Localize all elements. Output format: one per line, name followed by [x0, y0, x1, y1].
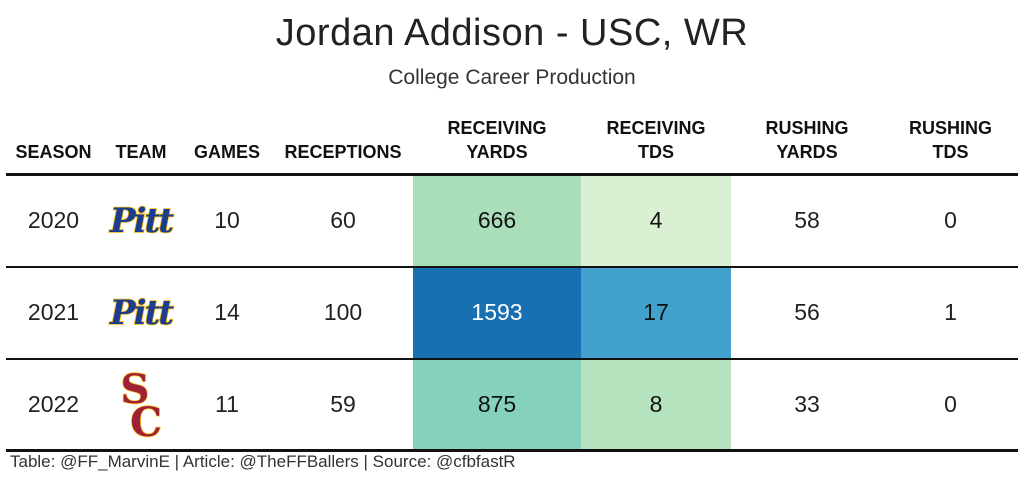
- cell-rec-yds: 666: [413, 174, 581, 267]
- cell-receptions: 59: [330, 390, 356, 417]
- table-row: 2021 Pitt 14 100 1593 17 56 1: [6, 266, 1018, 359]
- column-header-games: GAMES: [193, 142, 260, 162]
- column-header-season: SEASON: [15, 142, 92, 162]
- table-row: 2022 S C 11 59 875 8 33 0: [6, 358, 1018, 451]
- cell-games: 11: [215, 390, 239, 417]
- chart-subtitle: College Career Production: [388, 66, 636, 89]
- usc-logo: SC: [120, 368, 163, 440]
- column-header-rush-yds: RUSHING YARDS: [765, 118, 849, 162]
- cell-rec-tds: 4: [581, 174, 731, 267]
- career-stats-table: SEASON TEAM GAMES RECEPTIONS RECEIVING YARDS R…: [6, 106, 1018, 452]
- column-header-team: TEAM: [115, 142, 167, 162]
- cell-rec-yds: 1593: [413, 266, 581, 359]
- svg-text:Pitt: Pitt: [109, 201, 174, 241]
- svg-text:S: S: [121, 368, 150, 413]
- pitt-logo: Pitt: [108, 293, 177, 333]
- column-header-rec-yds: RECEIVING YARDS: [447, 118, 547, 162]
- source-footer: Table: @FF_MarvinE | Article: @TheFFBall…: [10, 452, 516, 471]
- cell-season: 2022: [27, 390, 80, 417]
- column-header-rec-tds: RECEIVING TDS: [606, 118, 706, 162]
- cell-rec-yds: 875: [413, 358, 581, 451]
- cell-games: 14: [214, 299, 240, 325]
- cell-rush-tds: 1: [944, 299, 957, 325]
- chart-title: Jordan Addison - USC, WR: [275, 12, 749, 54]
- cell-receptions: 100: [323, 299, 363, 325]
- team-logo-cell: Pitt: [101, 267, 181, 359]
- table-row: 2020 Pitt 10 60 666 4 58 0: [6, 174, 1018, 267]
- column-header-receptions: RECEPTIONS: [284, 142, 402, 162]
- cell-rec-tds: 8: [581, 358, 731, 451]
- cell-games: 10: [214, 207, 240, 234]
- cell-rush-yds: 56: [794, 299, 820, 325]
- cell-rush-tds: 0: [944, 207, 957, 234]
- cell-rush-yds: 58: [794, 207, 820, 234]
- table-header-row: SEASON TEAM GAMES RECEPTIONS RECEIVING YARDS R…: [6, 106, 1018, 175]
- pitt-logo: Pitt: [108, 201, 177, 241]
- column-header-rush-tds: RUSHING TDS: [908, 118, 992, 162]
- team-logo-cell: Pitt: [101, 175, 181, 267]
- svg-text:C: C: [130, 399, 162, 440]
- cell-rush-yds: 33: [794, 390, 820, 417]
- cell-season: 2020: [27, 207, 80, 234]
- table-body: 2020 Pitt 10 60 666 4 58 0 2021 Pitt 14 100 1593 17 56…: [6, 174, 1018, 451]
- svg-text:Pitt: Pitt: [109, 293, 174, 333]
- cell-receptions: 60: [330, 207, 356, 234]
- cell-rec-tds: 17: [581, 266, 731, 359]
- cell-season: 2021: [27, 299, 80, 325]
- cell-rush-tds: 0: [944, 390, 957, 417]
